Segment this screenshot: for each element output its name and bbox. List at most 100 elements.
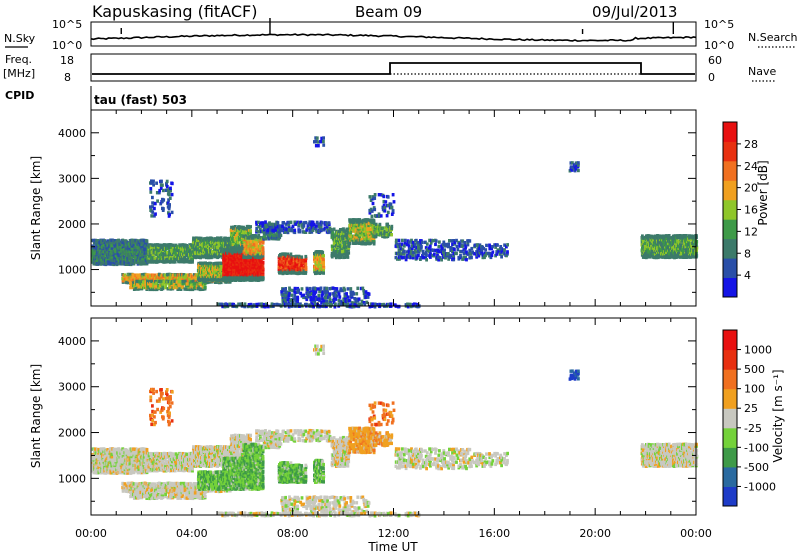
power-cell bbox=[238, 276, 242, 280]
power-cell bbox=[290, 267, 293, 271]
cpid-panel: CPID tau (fast) 503 bbox=[5, 86, 187, 110]
power-cell bbox=[155, 281, 158, 285]
power-cell bbox=[343, 235, 347, 239]
freq-right-tick-top: 60 bbox=[708, 54, 722, 67]
power-cell bbox=[98, 248, 101, 252]
power-cell bbox=[255, 222, 259, 226]
power-cell bbox=[267, 237, 271, 241]
power-cell bbox=[246, 227, 249, 231]
freq-line bbox=[92, 62, 695, 75]
power-cell bbox=[335, 287, 339, 291]
power-cell bbox=[259, 221, 263, 225]
power-cell bbox=[274, 228, 278, 232]
power-cell bbox=[189, 256, 192, 260]
power-cell bbox=[219, 236, 223, 240]
power-cell bbox=[179, 287, 183, 291]
power-cell bbox=[366, 218, 370, 222]
power-cell bbox=[192, 273, 196, 277]
power-cell bbox=[356, 218, 360, 222]
power-cell bbox=[257, 220, 260, 225]
power-cell bbox=[173, 281, 176, 285]
power-cell bbox=[421, 240, 424, 245]
power-cell bbox=[342, 227, 345, 231]
power-cell bbox=[361, 236, 365, 240]
power-cell bbox=[259, 227, 262, 232]
power-cell bbox=[185, 282, 189, 286]
power-cell bbox=[370, 231, 374, 235]
freq-right-tick-bottom: 0 bbox=[708, 71, 715, 84]
power-cell bbox=[383, 229, 387, 234]
power-cell bbox=[155, 287, 159, 292]
power-cell bbox=[288, 286, 291, 290]
power-cell bbox=[102, 250, 106, 254]
power-cell bbox=[218, 243, 222, 248]
power-cell bbox=[206, 240, 210, 245]
power-cell bbox=[397, 238, 401, 243]
power-cell bbox=[218, 265, 222, 269]
noise-left-tick-bottom: 10^0 bbox=[52, 39, 82, 52]
power-cell bbox=[250, 278, 254, 282]
power-cell bbox=[337, 231, 341, 236]
power-cell bbox=[237, 243, 240, 247]
power-cell bbox=[263, 232, 267, 236]
power-cell bbox=[181, 274, 185, 279]
power-cell bbox=[278, 224, 282, 229]
power-cell bbox=[287, 220, 290, 225]
power-cell bbox=[300, 255, 304, 259]
power-cell bbox=[162, 243, 166, 247]
power-cell bbox=[296, 295, 300, 300]
power-cell bbox=[249, 274, 253, 279]
power-cell bbox=[433, 252, 436, 256]
power-cell bbox=[138, 278, 142, 282]
power-cell bbox=[154, 243, 157, 247]
power-cell bbox=[235, 234, 238, 238]
power-cell bbox=[200, 240, 203, 245]
power-cell bbox=[261, 248, 265, 252]
power-cell bbox=[339, 234, 342, 239]
power-cell bbox=[403, 238, 407, 243]
power-cell bbox=[300, 265, 304, 270]
power-cell bbox=[238, 269, 242, 273]
power-cell bbox=[316, 266, 319, 270]
power-cell bbox=[138, 287, 141, 291]
power-cell bbox=[130, 246, 134, 250]
power-cell bbox=[148, 243, 152, 247]
power-cell bbox=[300, 287, 304, 291]
power-cell bbox=[258, 230, 261, 234]
power-cell bbox=[142, 247, 146, 252]
power-cell bbox=[140, 287, 144, 291]
power-cell bbox=[168, 254, 171, 258]
power-cell bbox=[134, 246, 138, 250]
power-cell bbox=[118, 262, 122, 266]
power-cell bbox=[186, 280, 190, 284]
power-cell bbox=[283, 262, 287, 266]
power-cell bbox=[183, 275, 187, 279]
power-cell bbox=[289, 252, 293, 256]
power-cell bbox=[173, 279, 177, 283]
power-cell bbox=[338, 242, 342, 247]
power-cell bbox=[199, 283, 203, 287]
power-cell bbox=[372, 240, 376, 244]
power-cell bbox=[340, 249, 344, 254]
freq-left-tick-top: 18 bbox=[60, 54, 74, 67]
power-cell bbox=[330, 247, 334, 252]
power-cell bbox=[272, 228, 276, 233]
power-cell bbox=[315, 250, 319, 254]
power-cell bbox=[286, 252, 290, 256]
power-cell bbox=[355, 292, 359, 296]
power-cell bbox=[147, 256, 151, 260]
power-cell bbox=[230, 225, 233, 230]
power-cell bbox=[402, 249, 406, 254]
power-cell bbox=[462, 251, 466, 256]
power-cell bbox=[199, 244, 203, 248]
power-cell bbox=[233, 232, 237, 236]
power-cell bbox=[162, 256, 166, 260]
power-cell bbox=[172, 283, 176, 288]
power-cell bbox=[200, 236, 203, 241]
power-cell bbox=[130, 244, 134, 248]
power-cell bbox=[119, 260, 123, 264]
power-cell bbox=[246, 230, 250, 234]
power-cell bbox=[136, 251, 140, 255]
